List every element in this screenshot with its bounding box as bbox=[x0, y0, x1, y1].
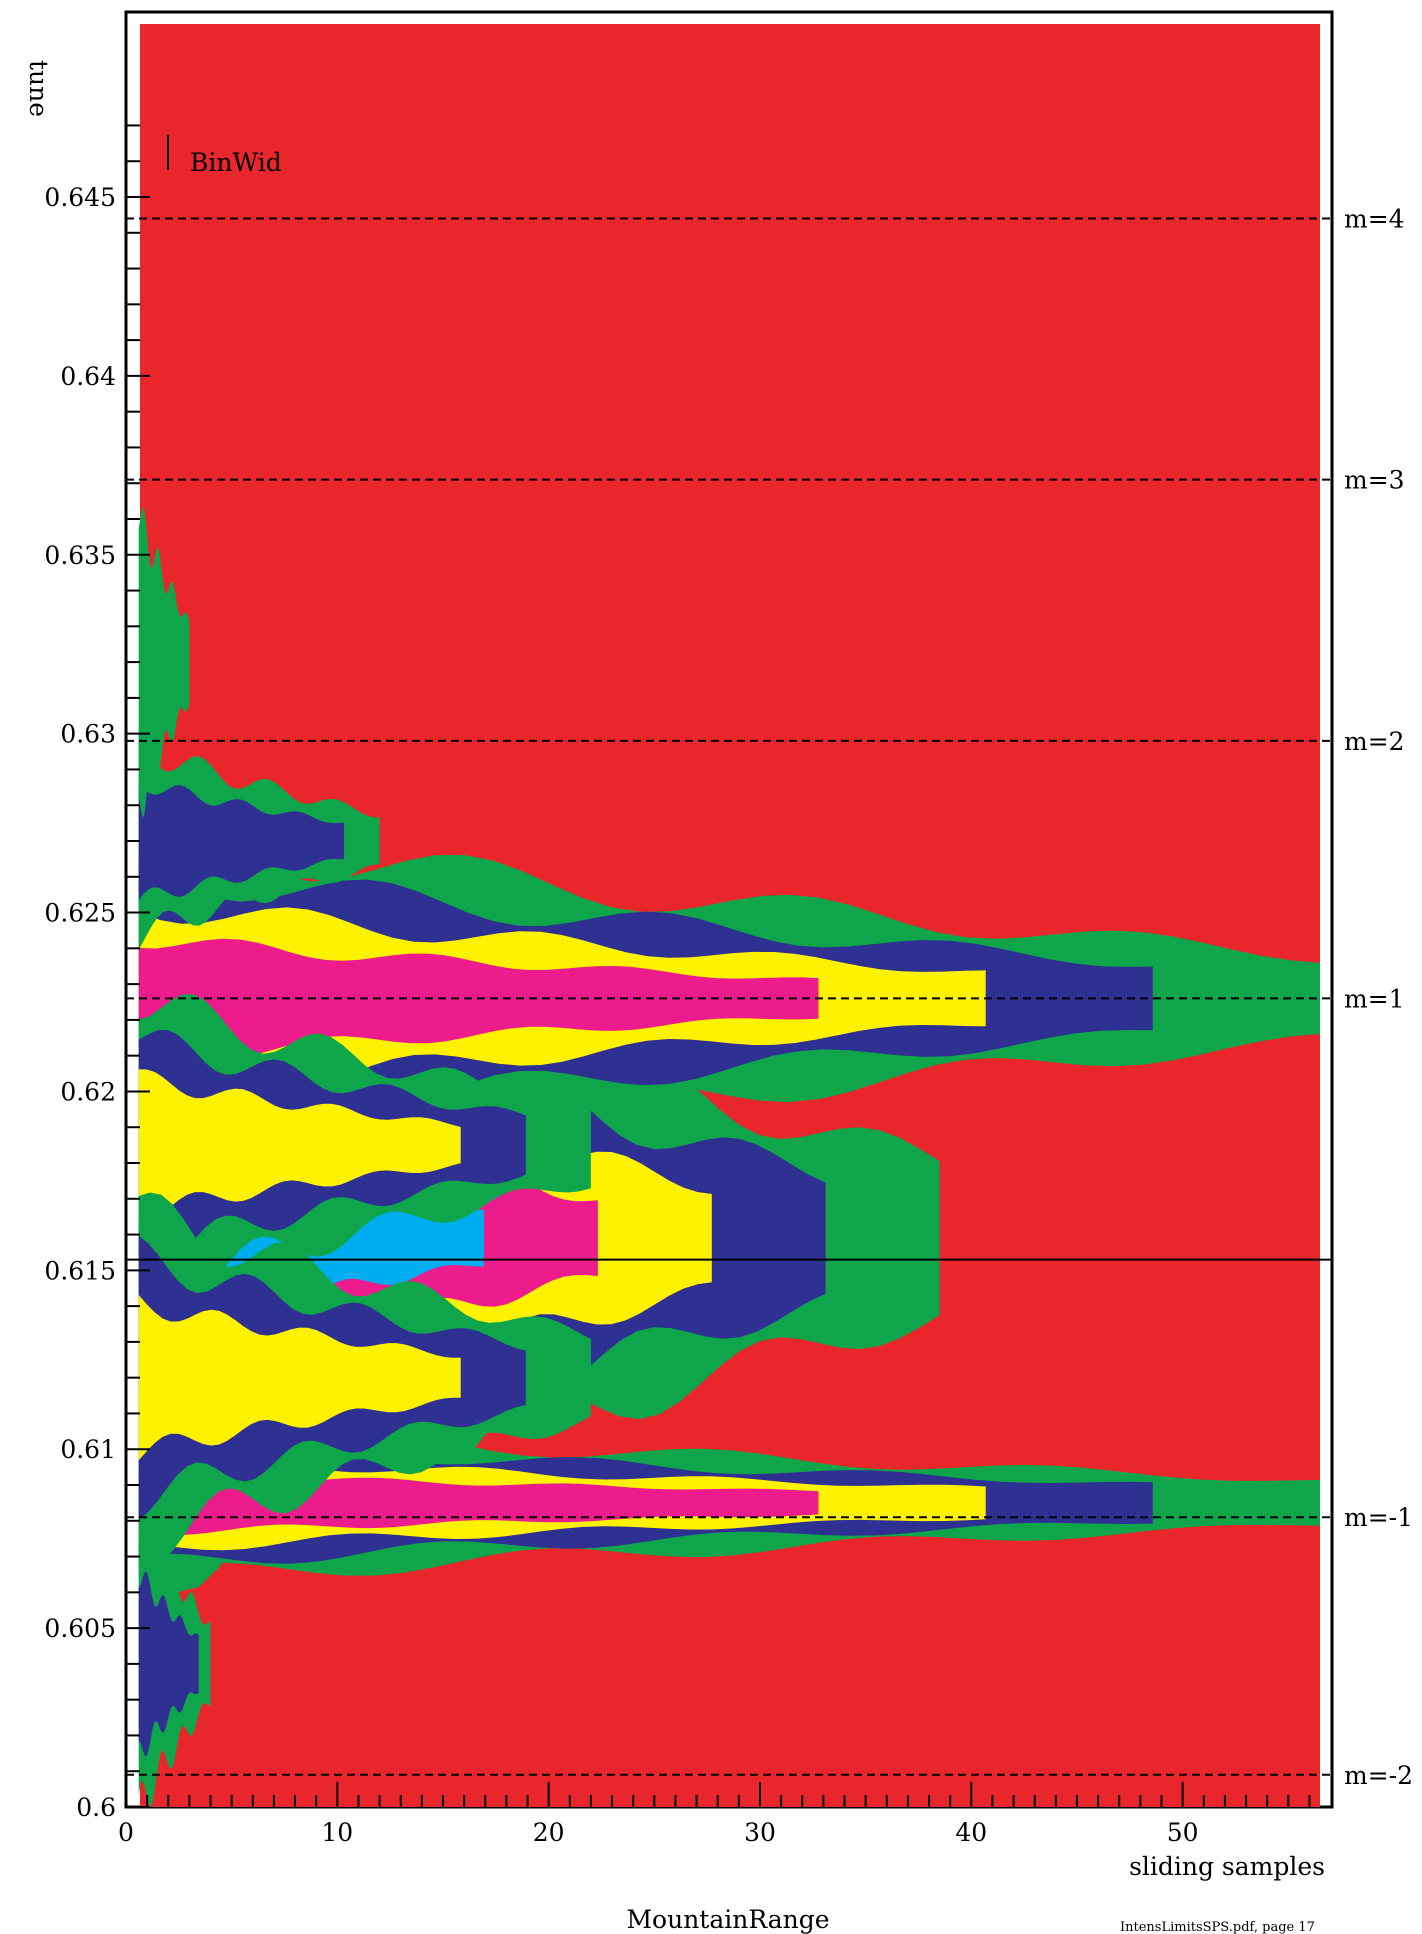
y-tick-label: 0.635 bbox=[44, 541, 116, 570]
legend-label: BinWid bbox=[190, 148, 282, 177]
y-axis-title: tune bbox=[24, 60, 53, 117]
x-axis: 0 10 20 30 40 50 bbox=[118, 1782, 1311, 1847]
x-tick-label: 0 bbox=[118, 1818, 134, 1847]
y-tick-label: 0.605 bbox=[44, 1614, 116, 1643]
x-axis-title: sliding samples bbox=[1129, 1852, 1325, 1881]
contour-bands bbox=[138, 24, 1321, 1807]
reference-line-label: m=-2 bbox=[1344, 1761, 1413, 1790]
harmonic-lines: m=4 m=3 m=2 m=1 m=-1 m=-2 bbox=[126, 204, 1413, 1790]
y-tick-label: 0.625 bbox=[44, 899, 116, 928]
y-tick-label: 0.62 bbox=[60, 1077, 116, 1106]
contour-level bbox=[138, 507, 190, 817]
bottom-caption: MountainRange bbox=[626, 1905, 829, 1934]
reference-line-label: m=-1 bbox=[1344, 1503, 1413, 1532]
reference-line-label: m=1 bbox=[1344, 984, 1405, 1013]
y-tick-label: 0.615 bbox=[44, 1256, 116, 1285]
reference-line-label: m=4 bbox=[1344, 204, 1405, 233]
x-tick-label: 40 bbox=[955, 1818, 987, 1847]
reference-line-label: m=2 bbox=[1344, 727, 1405, 756]
x-tick-label: 10 bbox=[321, 1818, 353, 1847]
y-tick-label: 0.63 bbox=[60, 720, 116, 749]
contour-level bbox=[138, 1295, 461, 1461]
x-tick-label: 30 bbox=[744, 1818, 776, 1847]
y-axis: 0.6 0.605 0.61 0.615 0.62 0.625 0.63 0.635 0.64 0… bbox=[44, 124, 150, 1822]
contour-level bbox=[138, 1069, 461, 1221]
reference-line-label: m=3 bbox=[1344, 466, 1405, 495]
footer-note: IntensLimitsSPS.pdf, page 17 bbox=[1120, 1920, 1315, 1934]
x-tick-label: 20 bbox=[533, 1818, 565, 1847]
y-tick-label: 0.6 bbox=[76, 1793, 116, 1822]
y-tick-label: 0.645 bbox=[44, 183, 116, 212]
contour-level bbox=[138, 1571, 199, 1757]
x-tick-label: 50 bbox=[1167, 1818, 1199, 1847]
contour-level bbox=[138, 781, 345, 901]
y-tick-label: 0.64 bbox=[60, 362, 116, 391]
y-tick-label: 0.61 bbox=[60, 1435, 116, 1464]
